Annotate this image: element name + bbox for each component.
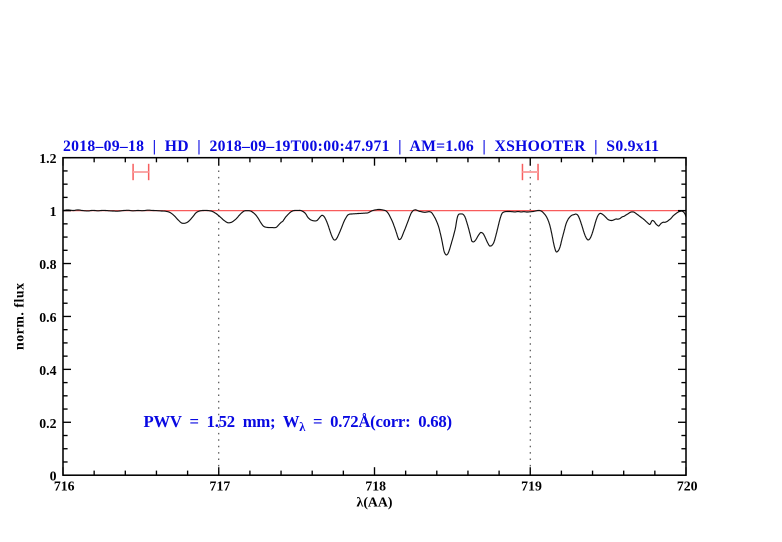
svg-text:λ(AA): λ(AA) xyxy=(357,495,393,511)
svg-text:0.8: 0.8 xyxy=(39,257,56,272)
svg-text:1.2: 1.2 xyxy=(39,151,56,166)
svg-text:716: 716 xyxy=(54,479,75,494)
svg-text:0.2: 0.2 xyxy=(39,416,56,431)
svg-text:719: 719 xyxy=(521,479,542,494)
svg-text:717: 717 xyxy=(210,479,231,494)
svg-text:720: 720 xyxy=(677,479,698,494)
svg-text:0.4: 0.4 xyxy=(39,363,56,378)
svg-text:PWV = 1.52 mm; Wλ = 0.72: PWV = 1.52 mm; Wλ = 0.72Å(corr: 0.68) xyxy=(144,412,453,434)
svg-text:0: 0 xyxy=(50,469,57,484)
svg-text:718: 718 xyxy=(365,479,386,494)
svg-text:1: 1 xyxy=(50,204,57,219)
svg-text:2018–09–18 | HD | 2018–09–: 2018–09–18 | HD | 2018–09–19T00:00:47.97… xyxy=(63,138,659,155)
svg-text:norm. flux: norm. flux xyxy=(12,283,27,350)
svg-text:0.6: 0.6 xyxy=(39,310,56,325)
